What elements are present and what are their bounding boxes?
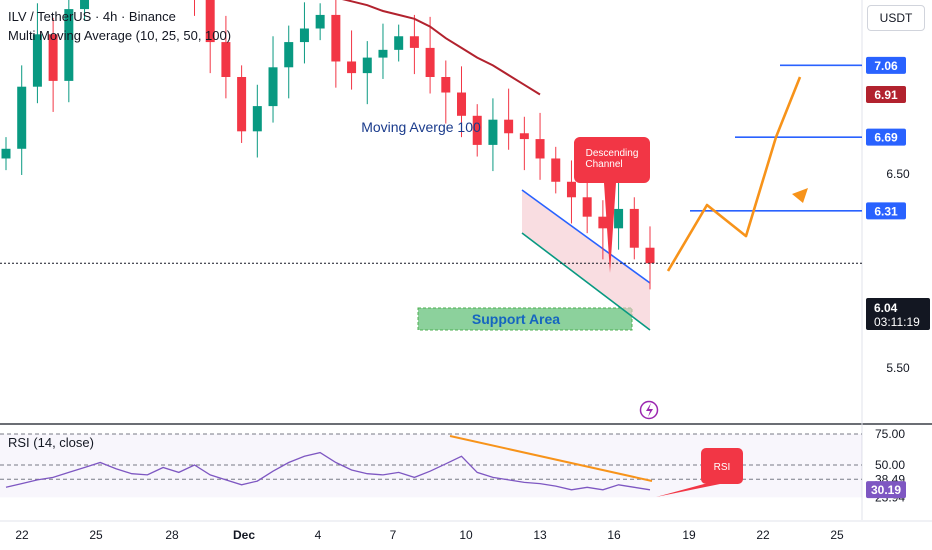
candle [425, 47, 435, 77]
candle [362, 57, 372, 74]
channel-bottom-line [521, 232, 651, 331]
candle [299, 28, 309, 43]
price-tick-label: 6.50 [886, 167, 910, 181]
time-tick-label: 16 [607, 528, 621, 542]
last-price-label: 6.04 [874, 301, 898, 315]
candle [457, 92, 467, 116]
rsi-tick-label: 50.00 [875, 458, 905, 472]
candle [221, 42, 231, 77]
candle [441, 77, 451, 93]
target-label-3: 6.69 [874, 131, 898, 145]
candle [48, 34, 58, 81]
candle [64, 9, 74, 81]
time-tick-label: 22 [756, 528, 770, 542]
callout-line-2: Channel [585, 159, 622, 170]
support-area-label: Support Area [472, 311, 560, 327]
time-tick-label: 4 [315, 528, 322, 542]
channel-fill [522, 190, 650, 330]
candle [551, 158, 561, 182]
candle [378, 49, 388, 58]
target-label-3-bg [866, 128, 906, 146]
projection-arrowhead [792, 188, 808, 203]
time-tick-label: 25 [89, 528, 103, 542]
candle [17, 86, 27, 149]
projection-path [666, 76, 802, 272]
candle [488, 119, 498, 145]
time-tick-label: Dec [233, 528, 255, 542]
rsi-divergence-line [449, 435, 653, 482]
rsi-callout-label: RSI [714, 462, 731, 473]
target-label-2: 6.91 [874, 88, 898, 102]
descending-channel-callout [574, 137, 650, 273]
candle [284, 42, 294, 68]
candle [237, 77, 247, 132]
support-area-box [417, 307, 633, 331]
candle [629, 208, 639, 248]
time-tick-label: 22 [15, 528, 29, 542]
candle [315, 14, 325, 29]
lightning-glyph [646, 403, 653, 417]
rsi-tick-label: 75.00 [875, 427, 905, 441]
candle [331, 14, 341, 62]
rsi-current-label: 30.19 [871, 483, 901, 497]
ma100-line [341, 0, 541, 96]
candle [566, 181, 576, 198]
candle [535, 139, 545, 159]
callout-line-1: Descending [586, 148, 639, 159]
candle [80, 0, 90, 10]
candle [645, 247, 655, 264]
candle [582, 197, 592, 217]
candle [409, 36, 419, 48]
target-label-4-bg [866, 202, 906, 220]
rsi-line [5, 451, 651, 491]
candle [32, 34, 42, 87]
price-tick-label: 5.50 [886, 361, 910, 375]
time-tick-label: 28 [165, 528, 179, 542]
rsi-current-badge [866, 481, 906, 499]
symbol-title[interactable]: ILV / TetherUS · 4h · Binance [8, 9, 176, 24]
candle [268, 67, 278, 107]
target-label-4: 6.31 [874, 204, 898, 218]
candle [205, 0, 215, 43]
time-tick-label: 25 [830, 528, 844, 542]
candle [347, 61, 357, 74]
ma100-label: Moving Averge 100 [361, 119, 481, 135]
candle [1, 148, 11, 159]
indicator-legend[interactable]: Multi Moving Average (10, 25, 50, 100) [8, 28, 232, 43]
rsi-callout [656, 448, 743, 497]
rsi-legend[interactable]: RSI (14, close) [8, 435, 94, 450]
time-tick-label: 7 [390, 528, 397, 542]
target-label-2-bg [866, 85, 906, 103]
candle [598, 216, 608, 229]
candle [614, 208, 624, 229]
channel-top-line [521, 189, 651, 284]
candle [252, 106, 262, 132]
candle [519, 133, 529, 140]
currency-button[interactable]: USDT [867, 5, 925, 31]
target-label-1-bg [866, 56, 906, 74]
time-tick-label: 19 [682, 528, 696, 542]
last-price-badge [866, 298, 930, 330]
candle [472, 115, 482, 145]
target-label-1: 7.06 [874, 59, 898, 73]
time-tick-label: 10 [459, 528, 473, 542]
candle [394, 36, 404, 50]
candle [504, 119, 514, 134]
countdown-label: 03:11:19 [874, 315, 920, 329]
time-tick-label: 13 [533, 528, 547, 542]
